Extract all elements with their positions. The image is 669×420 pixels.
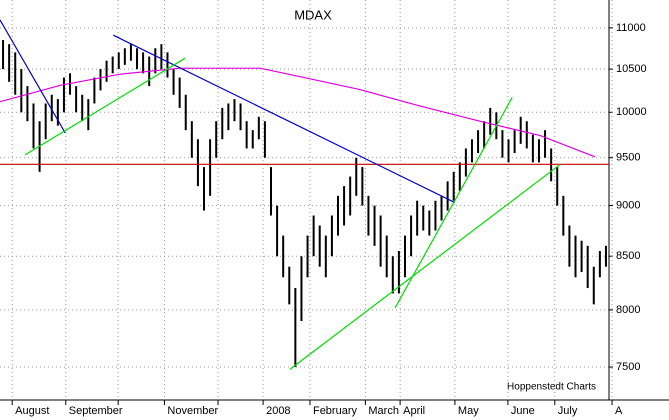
x-tick-label: March: [368, 405, 399, 417]
x-tick-label: May: [458, 405, 479, 417]
y-tick-label: 7500: [616, 361, 640, 373]
x-tick-label: 2008: [266, 405, 290, 417]
trend-line: [289, 163, 561, 370]
chart-title: MDAX: [294, 7, 332, 22]
trend-line: [24, 57, 186, 156]
source-note: Hoppenstedt Charts: [507, 382, 596, 393]
trend-line: [394, 97, 513, 308]
y-tick-label: 9000: [616, 199, 640, 211]
trend-line: [0, 19, 66, 134]
x-tick-label: August: [15, 405, 49, 417]
y-tick-label: 8000: [616, 304, 640, 316]
y-tick-label: 10000: [616, 106, 647, 118]
trend-line: [113, 34, 456, 204]
x-tick-label: September: [69, 405, 123, 417]
x-tick-label: April: [403, 405, 425, 417]
y-tick-label: 10500: [616, 63, 647, 75]
x-tick-label: A: [615, 405, 623, 417]
y-tick-label: 8500: [616, 250, 640, 262]
trend-line: [0, 67, 596, 158]
y-tick-label: 9500: [616, 152, 640, 164]
x-tick-label: July: [558, 405, 578, 417]
y-tick-label: 11000: [616, 22, 646, 34]
x-tick-label: June: [511, 405, 535, 417]
x-tick-label: November: [167, 405, 218, 417]
x-tick-label: February: [313, 405, 358, 417]
